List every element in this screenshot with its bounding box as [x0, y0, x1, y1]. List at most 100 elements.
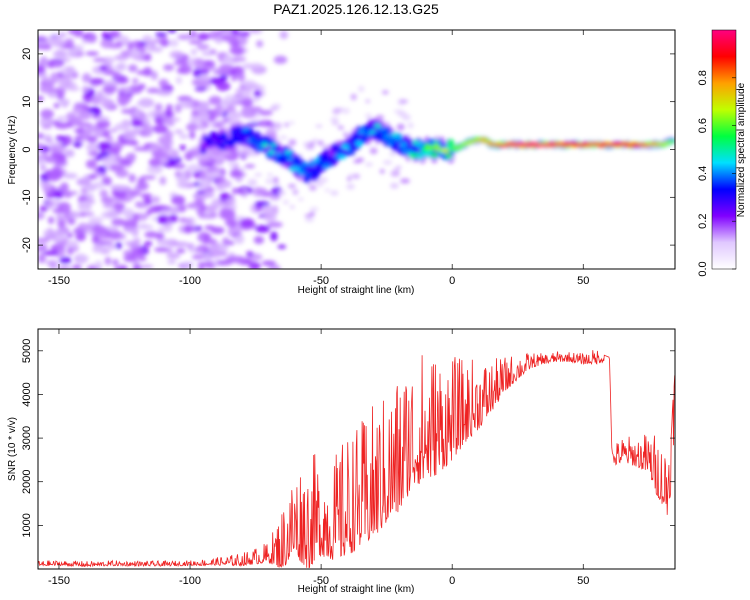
ridge-blob — [329, 157, 337, 163]
noise-blob — [193, 68, 203, 78]
noise-blob — [289, 205, 295, 209]
noise-blob — [191, 254, 205, 260]
noise-blob — [38, 95, 45, 102]
noise-blob — [277, 244, 287, 249]
noise-blob — [399, 99, 409, 104]
noise-blob — [214, 176, 226, 184]
noise-blob — [163, 64, 175, 72]
noise-blob — [229, 46, 245, 55]
noise-blob — [273, 55, 288, 64]
noise-blob — [62, 172, 78, 179]
ridge-blob — [348, 145, 356, 151]
noise-blob — [178, 133, 189, 140]
noise-blob — [279, 30, 289, 40]
noise-blob — [174, 129, 184, 135]
noise-blob — [197, 32, 210, 41]
noise-blob — [151, 216, 158, 221]
noise-blob — [47, 60, 54, 69]
noise-blob — [146, 164, 163, 175]
ridge-blob — [386, 141, 394, 147]
noise-blob — [128, 173, 136, 183]
noise-blob — [143, 117, 151, 126]
noise-blob — [42, 250, 59, 256]
noise-blob — [81, 73, 92, 83]
ridge-blob — [454, 147, 462, 150]
noise-blob — [240, 101, 253, 107]
noise-blob — [101, 157, 113, 164]
ridge-blob — [235, 133, 243, 139]
noise-blob — [156, 89, 173, 96]
noise-blob — [72, 264, 82, 269]
ridge-blob — [253, 142, 261, 148]
noise-blob — [104, 256, 112, 266]
noise-blob — [175, 76, 183, 85]
noise-blob — [116, 94, 132, 104]
noise-blob — [197, 105, 208, 115]
noise-blob — [309, 184, 317, 191]
noise-blob — [276, 104, 281, 109]
noise-blob — [143, 66, 153, 77]
noise-blob — [112, 71, 122, 80]
noise-blob — [67, 217, 76, 225]
noise-blob — [188, 248, 196, 253]
noise-blob — [99, 248, 111, 255]
ridge-blob — [319, 159, 327, 165]
noise-blob — [94, 260, 103, 269]
noise-blob — [132, 264, 143, 269]
noise-blob — [224, 219, 239, 227]
noise-blob — [50, 38, 66, 48]
noise-blob — [56, 239, 67, 248]
noise-blob — [97, 165, 107, 174]
noise-blob — [88, 174, 98, 180]
noise-blob — [197, 210, 206, 219]
noise-blob — [194, 79, 209, 88]
noise-blob — [254, 173, 262, 177]
noise-blob — [66, 232, 74, 238]
noise-blob — [157, 226, 173, 233]
noise-blob — [274, 125, 282, 131]
noise-blob — [265, 178, 275, 185]
noise-blob — [157, 135, 173, 145]
noise-blob — [209, 250, 221, 258]
noise-blob — [97, 240, 114, 245]
noise-blob — [292, 189, 299, 195]
snr-marks — [38, 350, 675, 569]
noise-blob — [177, 34, 192, 41]
noise-blob — [302, 142, 312, 147]
noise-blob — [76, 255, 90, 261]
noise-blob — [170, 207, 180, 215]
noise-blob — [50, 230, 65, 237]
ridge-blob — [371, 132, 379, 138]
noise-blob — [208, 95, 222, 106]
spectrogram-marks — [38, 30, 675, 269]
noise-blob — [38, 237, 51, 243]
noise-blob — [67, 116, 79, 125]
noise-blob — [219, 208, 232, 215]
noise-blob — [47, 169, 63, 179]
noise-blob — [102, 82, 118, 88]
ridge-blob — [388, 137, 396, 143]
noise-blob — [246, 179, 257, 185]
noise-blob — [220, 34, 232, 40]
noise-blob — [39, 117, 54, 127]
noise-blob — [59, 256, 72, 264]
noise-blob — [169, 50, 184, 59]
noise-blob — [168, 39, 179, 48]
noise-blob — [38, 68, 45, 73]
noise-blob — [375, 115, 385, 120]
ridge-blob — [562, 144, 570, 147]
y-tick-label: 2000 — [21, 469, 33, 493]
noise-blob — [116, 62, 127, 71]
noise-blob — [150, 70, 158, 81]
noise-blob — [169, 149, 180, 159]
noise-blob — [236, 148, 244, 153]
noise-blob — [341, 107, 350, 114]
noise-blob — [400, 178, 410, 184]
noise-blob — [115, 40, 124, 47]
spectrogram-x-axis-label: Height of straight line (km) — [298, 285, 415, 296]
ridge-blob — [383, 133, 391, 139]
ridge-blob — [312, 157, 320, 163]
noise-blob — [176, 180, 189, 189]
noise-blob — [222, 237, 230, 247]
noise-blob — [54, 189, 64, 199]
